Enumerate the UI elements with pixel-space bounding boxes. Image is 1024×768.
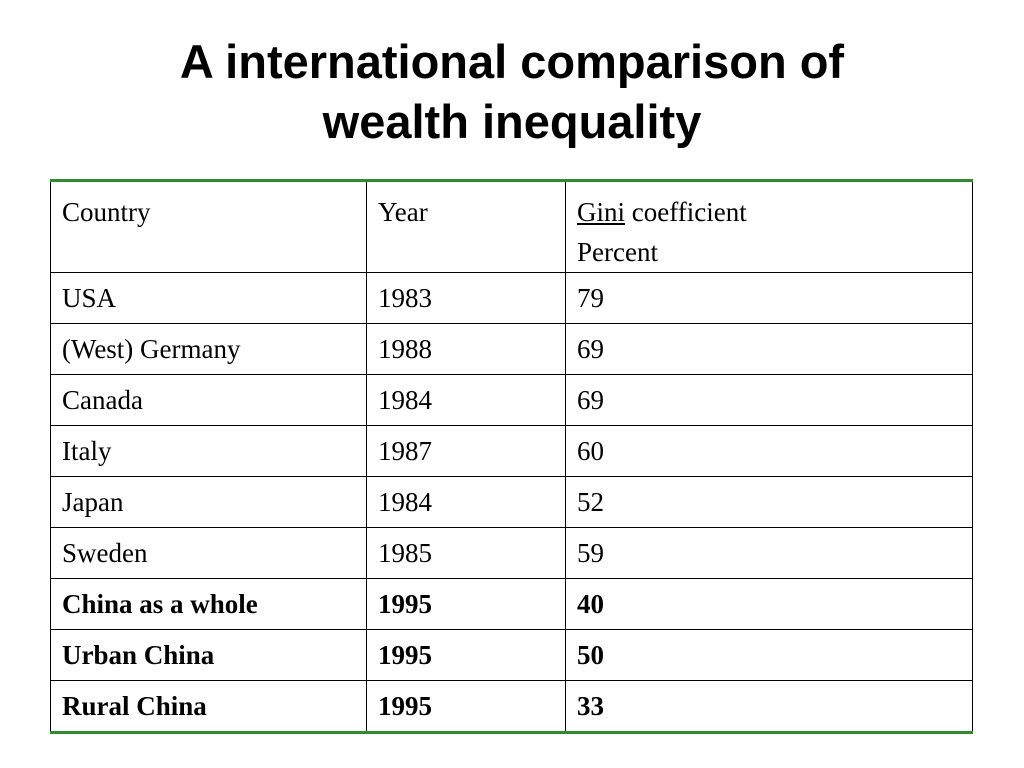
header-gini: Gini coefficient Percent	[565, 180, 973, 273]
title-line-2: wealth inequality	[322, 95, 702, 148]
table-row: China as a whole 1995 40	[50, 578, 973, 630]
year-cell: 1995	[366, 680, 566, 733]
gini-cell: 60	[565, 425, 973, 477]
country-cell: Italy	[50, 425, 367, 477]
header-year: Year	[366, 180, 566, 273]
table-row: Japan 1984 52	[50, 476, 973, 528]
gini-cell: 69	[565, 323, 973, 375]
country-cell: Rural China	[50, 680, 367, 733]
country-cell: USA	[50, 272, 367, 324]
header-gini-rest: coefficient	[625, 197, 747, 227]
country-cell: Japan	[50, 476, 367, 528]
year-cell: 1985	[366, 527, 566, 579]
table-row: Italy 1987 60	[50, 425, 973, 477]
header-unit: Percent	[577, 237, 658, 267]
country-cell: China as a whole	[50, 578, 367, 630]
year-cell: 1988	[366, 323, 566, 375]
table-row: Urban China 1995 50	[50, 629, 973, 681]
country-cell: Sweden	[50, 527, 367, 579]
table-row: USA 1983 79	[50, 272, 973, 324]
year-cell: 1995	[366, 578, 566, 630]
title-line-1: A international comparison of	[179, 35, 845, 88]
gini-table-body: Country Year Gini coefficient Percent US…	[50, 180, 973, 733]
year-cell: 1984	[366, 476, 566, 528]
year-cell: 1984	[366, 374, 566, 426]
country-cell: (West) Germany	[50, 323, 367, 375]
year-cell: 1983	[366, 272, 566, 324]
gini-cell: 50	[565, 629, 973, 681]
table-row: Canada 1984 69	[50, 374, 973, 426]
gini-cell: 40	[565, 578, 973, 630]
country-cell: Canada	[50, 374, 367, 426]
table-row: Sweden 1985 59	[50, 527, 973, 579]
gini-table: Country Year Gini coefficient Percent US…	[50, 179, 973, 734]
gini-cell: 59	[565, 527, 973, 579]
year-cell: 1995	[366, 629, 566, 681]
header-gini-line: Gini coefficient	[577, 192, 961, 232]
table-row: Rural China 1995 33	[50, 680, 973, 733]
gini-cell: 69	[565, 374, 973, 426]
gini-cell: 52	[565, 476, 973, 528]
gini-cell: 79	[565, 272, 973, 324]
year-cell: 1987	[366, 425, 566, 477]
gini-link-word: Gini	[577, 197, 626, 227]
slide-title: A international comparison of wealth ine…	[0, 32, 1024, 152]
header-country: Country	[50, 180, 367, 273]
country-cell: Urban China	[50, 629, 367, 681]
gini-cell: 33	[565, 680, 973, 733]
table-header-row: Country Year Gini coefficient Percent	[50, 180, 973, 273]
table-row: (West) Germany 1988 69	[50, 323, 973, 375]
